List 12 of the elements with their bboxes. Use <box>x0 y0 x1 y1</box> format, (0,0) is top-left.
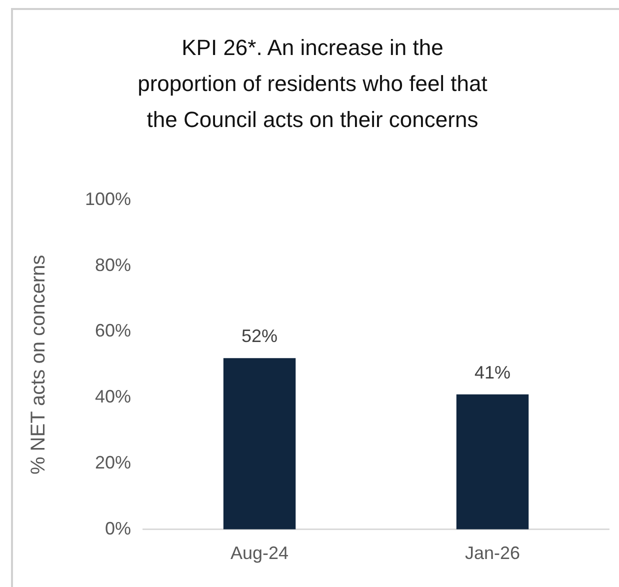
y-axis-title: % NET acts on concerns <box>28 254 50 475</box>
data-label: 41% <box>474 362 511 382</box>
x-tick-label: Aug-24 <box>230 543 289 564</box>
y-tick-label: 0% <box>105 518 132 538</box>
data-label: 52% <box>242 326 278 346</box>
x-tick-label: Jan-26 <box>464 543 520 564</box>
y-tick-label: 20% <box>95 452 132 472</box>
y-tick-label: 80% <box>95 254 132 275</box>
y-tick-label: 60% <box>95 320 132 341</box>
y-tick-label: 100% <box>84 188 132 209</box>
chart-title: KPI 26*. An increase in the proportion of residents who feel that the Council acts on their concerns <box>136 34 488 134</box>
y-tick-label: 40% <box>95 386 132 407</box>
